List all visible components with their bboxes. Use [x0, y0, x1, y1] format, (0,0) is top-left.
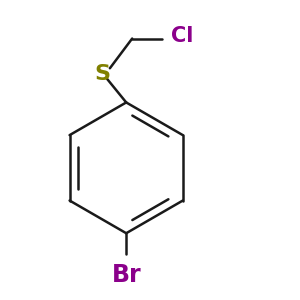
- Text: Cl: Cl: [171, 26, 193, 46]
- Text: S: S: [94, 64, 110, 84]
- Text: Br: Br: [111, 263, 141, 287]
